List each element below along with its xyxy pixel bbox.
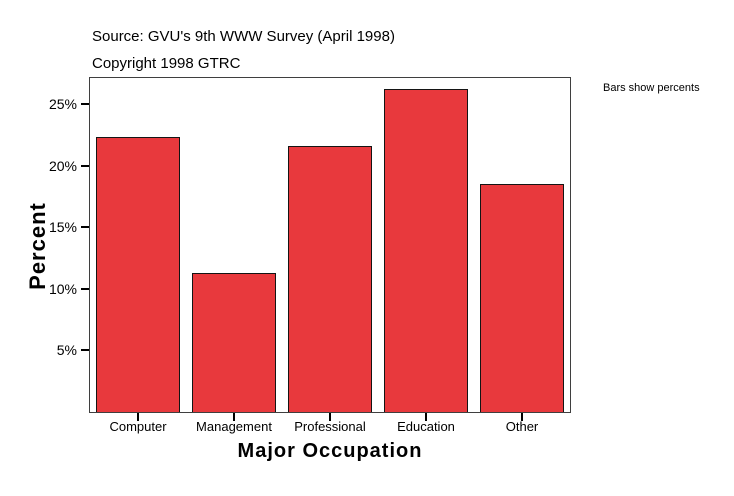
y-axis-tick-label: 15% <box>48 219 77 236</box>
y-axis-tick <box>81 287 89 290</box>
y-axis-tick <box>81 349 89 352</box>
x-axis-category-label: Other <box>505 419 539 434</box>
x-axis-tick <box>137 413 139 421</box>
legend-note: Bars show percents <box>603 82 700 94</box>
y-axis-tick <box>81 164 89 167</box>
copyright-text: Copyright 1998 GTRC <box>92 55 241 72</box>
x-axis-category-label: Management <box>196 419 272 434</box>
y-axis-tick <box>81 226 89 229</box>
bar-education <box>384 89 468 412</box>
source-text: Source: GVU's 9th WWW Survey (April 1998… <box>92 28 395 45</box>
x-axis-category-label: Education <box>397 419 455 434</box>
x-axis-title: Major Occupation <box>237 440 423 462</box>
bar-management <box>192 272 276 412</box>
bar-computer <box>96 137 180 412</box>
bar-professional <box>288 145 372 412</box>
x-axis-tick <box>233 413 235 421</box>
x-axis-category-label: Professional <box>294 419 366 434</box>
y-axis-tick-label: 5% <box>56 342 77 359</box>
x-axis-category-label: Computer <box>109 419 167 434</box>
plot-area: 5% 10% 15% 20% 25% Computer Management Professi… <box>49 77 571 434</box>
bar-other <box>480 184 564 412</box>
y-axis-tick-label: 25% <box>48 95 77 112</box>
x-axis-tick <box>329 413 331 421</box>
y-axis-title: Percent <box>25 202 50 290</box>
x-axis-tick <box>521 413 523 421</box>
y-axis-tick <box>81 102 89 105</box>
x-axis-tick <box>425 413 427 421</box>
y-axis-tick-label: 20% <box>48 157 77 174</box>
y-axis-tick-label: 10% <box>48 280 77 297</box>
